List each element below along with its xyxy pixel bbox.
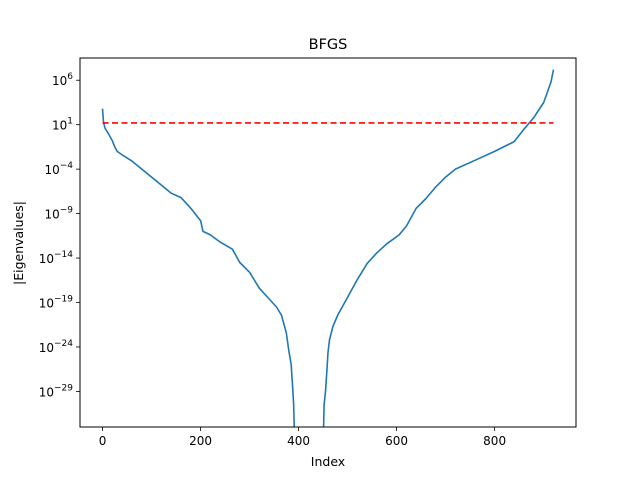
- x-axis-label: Index: [311, 454, 345, 469]
- y-tick-label: 10−29: [39, 383, 74, 399]
- chart-title: BFGS: [309, 37, 348, 53]
- y-tick-label: 10−4: [44, 161, 73, 177]
- y-tick-label: 10−24: [39, 339, 74, 355]
- eigenvalue-line-segment-1: [322, 69, 555, 427]
- x-tick-label: 200: [189, 434, 212, 448]
- y-axis: 106 101 10−4 10−9 10−14 10−19 10−24 10−29: [39, 72, 80, 399]
- y-tick-label: 101: [52, 117, 73, 133]
- x-tick-label: 400: [287, 434, 310, 448]
- y-tick-label: 10−19: [39, 295, 74, 311]
- y-axis-label: |Eigenvalues|: [11, 201, 26, 285]
- x-tick-label: 800: [483, 434, 506, 448]
- eigenvalue-line-segment-0: [101, 108, 295, 427]
- x-tick-label: 600: [385, 434, 408, 448]
- x-tick-label: 0: [99, 434, 107, 448]
- y-tick-label: 10−14: [39, 250, 74, 266]
- plot-frame: [79, 57, 577, 428]
- y-tick-label: 106: [52, 72, 73, 88]
- y-tick-label: 10−9: [44, 206, 73, 222]
- plot-content: [101, 69, 555, 427]
- x-axis: 0 200 400 600 800: [99, 427, 506, 448]
